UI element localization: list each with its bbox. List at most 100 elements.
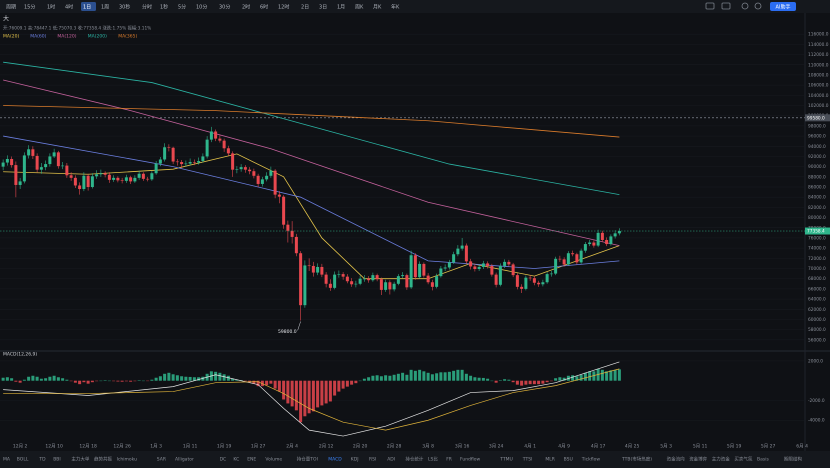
indicator-button[interactable]: BOLL: [17, 457, 29, 463]
icon[interactable]: [705, 2, 715, 10]
indicator-button[interactable]: MACD: [328, 457, 342, 463]
candle-body: [571, 253, 575, 255]
candle-body: [146, 178, 150, 180]
candle-body: [69, 175, 73, 178]
y-tick-label: 84000.0: [808, 195, 826, 201]
period-button[interactable]: 年K: [391, 4, 400, 11]
period-button[interactable]: 5分: [178, 4, 186, 11]
macd-bar: [481, 377, 485, 381]
period-button[interactable]: 6时: [260, 4, 268, 11]
macd-bar: [316, 380, 320, 408]
candle-body: [600, 232, 604, 240]
period-button[interactable]: 2时: [242, 4, 250, 11]
period-button[interactable]: 月K: [373, 5, 382, 11]
candle-body: [469, 261, 473, 267]
candle-body: [86, 175, 90, 187]
indicator-button[interactable]: ADI: [387, 457, 395, 463]
x-tick-label: 3月 16: [455, 444, 470, 450]
period-button[interactable]: 1周: [101, 5, 109, 11]
macd-bar: [562, 377, 566, 381]
period-button[interactable]: 3日: [319, 5, 327, 11]
candle-body: [435, 276, 439, 287]
indicator-button[interactable]: 趋势共振: [94, 456, 112, 463]
period-button[interactable]: 4时: [65, 4, 73, 11]
indicator-button[interactable]: BBI: [53, 457, 61, 463]
icon[interactable]: [721, 2, 731, 10]
candle-body: [562, 259, 566, 265]
period-button[interactable]: 周K: [355, 5, 364, 11]
candle-body: [65, 165, 69, 176]
indicator-button[interactable]: TTSI: [522, 457, 533, 463]
indicator-button[interactable]: 持仓量TOI: [297, 456, 318, 463]
icon[interactable]: [754, 2, 762, 10]
indicator-button[interactable]: KC: [233, 457, 239, 463]
indicator-button[interactable]: 主力资金: [712, 456, 730, 463]
period-button[interactable]: 1日: [83, 5, 91, 11]
indicator-button[interactable]: DC: [220, 457, 227, 463]
indicator-button[interactable]: 主力大单: [71, 456, 89, 463]
period-button[interactable]: 1时: [47, 4, 55, 11]
indicator-button[interactable]: 持仓统计: [405, 456, 423, 463]
candle-body: [218, 138, 222, 141]
x-tick-label: 1月 19: [217, 444, 232, 450]
indicator-button[interactable]: MLR: [545, 457, 555, 463]
indicator-button[interactable]: TTB(市场热度): [621, 456, 652, 463]
macd-bar: [124, 380, 128, 382]
macd-bar: [10, 378, 14, 381]
period-button[interactable]: 2日: [301, 5, 309, 11]
indicator-button[interactable]: ENE: [247, 457, 256, 463]
indicator-button[interactable]: Basis: [757, 457, 769, 463]
macd-bar: [605, 371, 609, 381]
indicator-button[interactable]: TD: [38, 457, 46, 463]
indicator-button[interactable]: TTMU: [499, 457, 513, 463]
indicator-button[interactable]: Alligator: [175, 457, 194, 463]
macd-bar: [333, 380, 337, 396]
candle-body: [379, 279, 383, 290]
candle-body: [528, 277, 532, 279]
period-button[interactable]: 15分: [24, 4, 35, 11]
top-icons: [705, 2, 762, 10]
indicator-button[interactable]: RSI: [369, 457, 376, 463]
y-tick-label: 60000.0: [808, 317, 826, 323]
candle-body: [120, 180, 124, 181]
period-button[interactable]: 10分: [196, 4, 207, 11]
ai-button[interactable]: [770, 2, 796, 11]
period-button[interactable]: 12时: [278, 4, 289, 11]
indicator-button[interactable]: Fundflow: [460, 457, 480, 463]
indicator-line: [3, 368, 620, 431]
macd-bar: [456, 369, 460, 381]
macd-bar: [31, 375, 35, 381]
candle-body: [371, 275, 375, 281]
period-button[interactable]: 1秒: [160, 4, 168, 11]
indicator-button[interactable]: SAR: [157, 457, 166, 463]
period-button[interactable]: 30秒: [119, 4, 130, 11]
candle-body: [188, 162, 192, 164]
candle-body: [197, 161, 201, 163]
macd-bar: [167, 372, 171, 381]
indicator-button[interactable]: 买卖气氛: [734, 456, 752, 463]
indicator-button[interactable]: Ichimoku: [117, 457, 138, 463]
candle-body: [362, 278, 366, 280]
period-button[interactable]: 30分: [219, 4, 230, 11]
indicator-button[interactable]: 资金流向: [667, 456, 685, 463]
macd-bar: [375, 375, 379, 381]
indicator-button[interactable]: 资金博弈: [689, 456, 707, 463]
macd-bar: [188, 376, 192, 381]
period-button[interactable]: 1月: [337, 5, 345, 11]
indicator-button[interactable]: FR: [446, 457, 452, 463]
icon[interactable]: [741, 2, 749, 10]
indicator-button[interactable]: LS比: [428, 456, 438, 463]
period-button[interactable]: 周期: [6, 5, 16, 11]
period-button[interactable]: 分时: [142, 4, 152, 11]
macd-bar: [486, 378, 490, 381]
indicator-button[interactable]: 期限结构: [784, 456, 802, 463]
indicator-button[interactable]: Tickflow: [581, 457, 601, 463]
indicator-button[interactable]: MA: [3, 457, 11, 463]
indicator-button[interactable]: KDJ: [351, 457, 359, 463]
ai-button-label[interactable]: AI助手: [776, 3, 791, 10]
indicator-button[interactable]: Volume: [265, 457, 282, 463]
macd-bar: [477, 377, 481, 381]
indicator-button[interactable]: BSU: [564, 457, 573, 463]
macd-bar: [617, 369, 621, 381]
candle-body: [324, 274, 328, 284]
